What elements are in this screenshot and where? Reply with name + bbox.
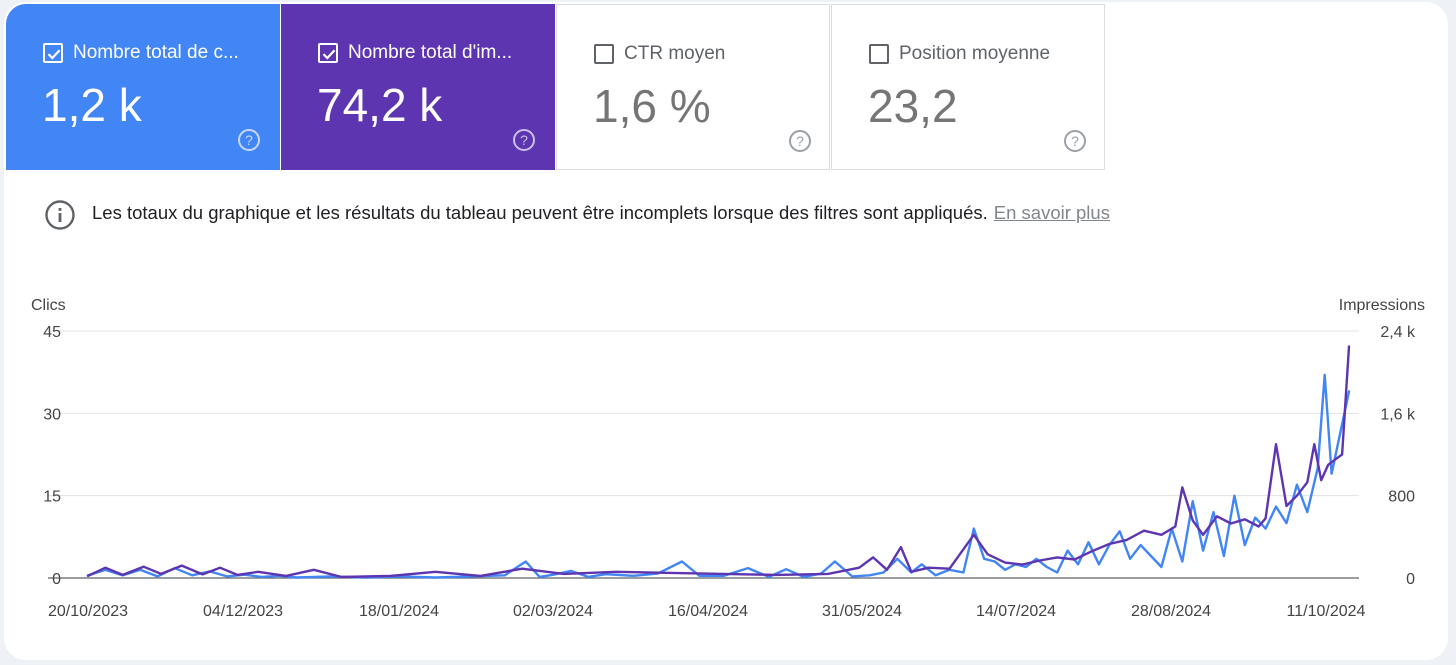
metric-label: Nombre total d'im... xyxy=(348,42,513,63)
metric-label: Position moyenne xyxy=(899,43,1051,64)
y-left-tick-label: 45 xyxy=(43,324,61,341)
metric-tile-total-clicks[interactable]: Nombre total de c... 1,2 k ? xyxy=(6,4,280,170)
x-tick-label: 28/08/2024 xyxy=(1131,603,1211,620)
y-right-tick-label: 1,6 k xyxy=(1380,406,1416,423)
y-right-tick-label: 800 xyxy=(1388,489,1415,506)
notice-message: Les totaux du graphique et les résultats… xyxy=(92,202,988,223)
metric-label: Nombre total de c... xyxy=(73,42,239,63)
x-tick-label: 04/12/2023 xyxy=(203,603,283,620)
x-tick-label: 31/05/2024 xyxy=(822,603,902,620)
performance-chart: 0 0 15 800 30 1,6 k 45 2,4 k Clics Impressions 20/… xyxy=(31,297,1425,620)
help-icon[interactable]: ? xyxy=(512,128,536,152)
metric-value: 74,2 k xyxy=(317,79,443,131)
x-tick-label: 11/10/2024 xyxy=(1287,603,1366,620)
series-line-impressions xyxy=(86,345,1351,579)
metric-tile-average-ctr[interactable]: CTR moyen 1,6 % ? xyxy=(556,4,830,170)
y-left-axis-title: Clics xyxy=(31,297,66,314)
metric-tile-average-position[interactable]: Position moyenne 23,2 ? xyxy=(831,4,1105,170)
svg-text:?: ? xyxy=(245,132,253,148)
x-tick-label: 16/04/2024 xyxy=(668,603,748,620)
performance-card: Nombre total de c... 1,2 k ? Nombre tota… xyxy=(4,2,1448,660)
metric-tile-total-impressions[interactable]: Nombre total d'im... 74,2 k ? xyxy=(281,4,555,170)
info-icon xyxy=(45,200,75,230)
y-right-axis-title: Impressions xyxy=(1339,297,1425,314)
x-tick-label: 02/03/2024 xyxy=(513,603,593,620)
checkbox-unchecked-icon[interactable] xyxy=(594,44,614,64)
checkbox-checked-icon[interactable] xyxy=(318,43,338,63)
x-tick-label: 18/01/2024 xyxy=(359,603,439,620)
y-left-tick-label: 30 xyxy=(43,406,61,423)
metric-value: 1,2 k xyxy=(42,79,142,131)
metric-tiles: Nombre total de c... 1,2 k ? Nombre tota… xyxy=(6,4,1110,170)
help-icon[interactable]: ? xyxy=(1063,129,1087,153)
metric-value: 23,2 xyxy=(868,80,958,132)
learn-more-link[interactable]: En savoir plus xyxy=(993,202,1110,223)
y-right-tick-label: 2,4 k xyxy=(1380,324,1416,341)
x-tick-label: 20/10/2023 xyxy=(48,603,128,620)
x-tick-label: 14/07/2024 xyxy=(976,603,1056,620)
notice-text: Les totaux du graphique et les résultats… xyxy=(92,202,1110,224)
svg-text:?: ? xyxy=(796,133,804,149)
series-line-clics xyxy=(86,373,1351,579)
metric-label: CTR moyen xyxy=(624,43,726,64)
checkbox-unchecked-icon[interactable] xyxy=(869,44,889,64)
y-right-tick-label: 0 xyxy=(1406,571,1415,588)
checkbox-checked-icon[interactable] xyxy=(43,43,63,63)
svg-text:?: ? xyxy=(1071,133,1079,149)
help-icon[interactable]: ? xyxy=(788,129,812,153)
metric-value: 1,6 % xyxy=(593,80,711,132)
y-left-tick-label: 0 xyxy=(52,571,61,588)
y-left-tick-label: 15 xyxy=(43,489,61,506)
svg-text:?: ? xyxy=(520,132,528,148)
help-icon[interactable]: ? xyxy=(237,128,261,152)
